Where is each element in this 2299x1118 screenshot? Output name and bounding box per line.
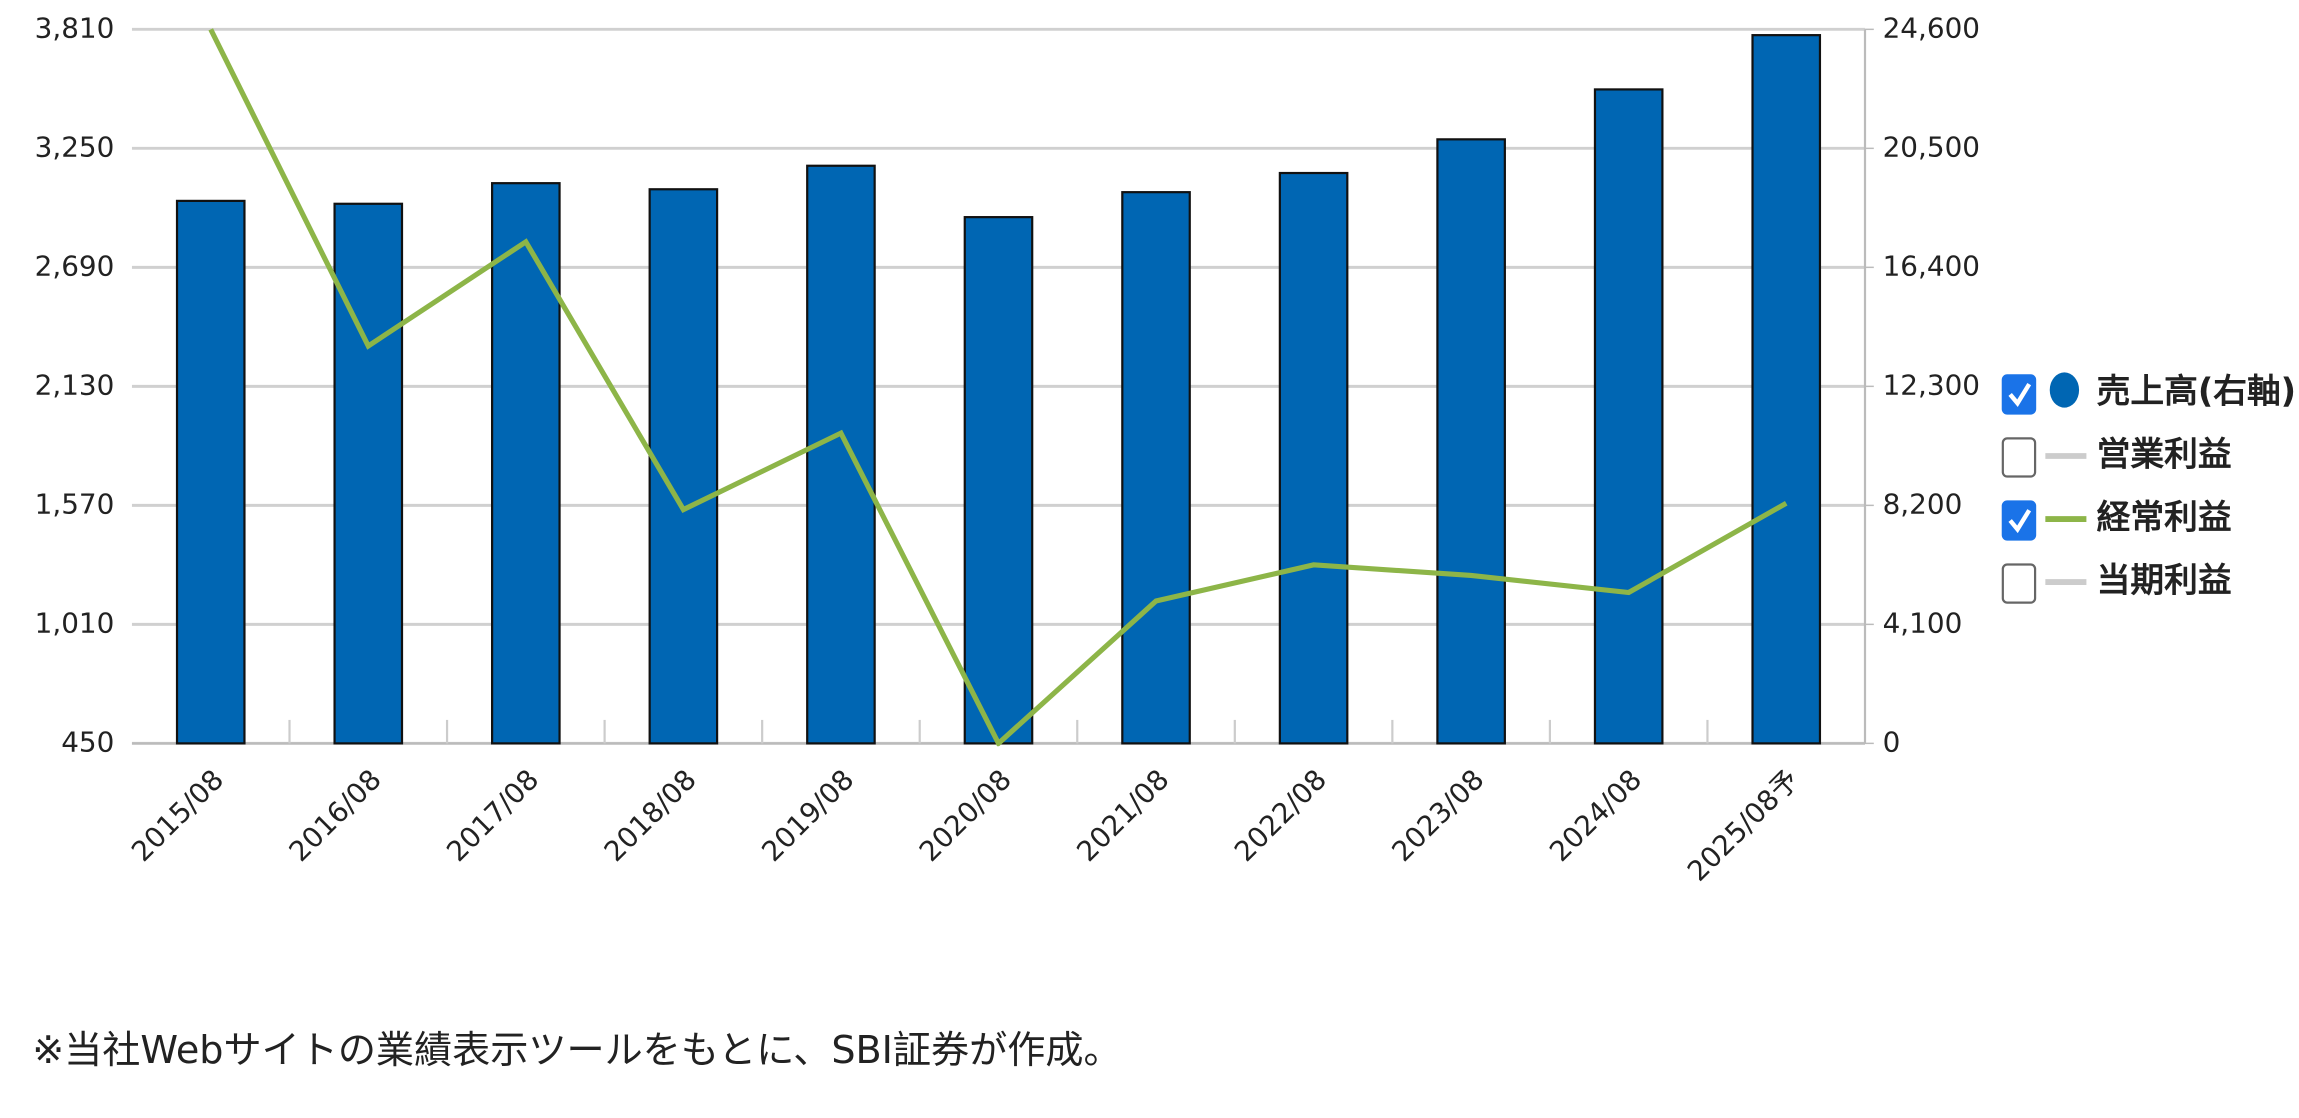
legend-label: 当期利益: [2097, 561, 2232, 600]
y-tick-label: 1,570: [35, 487, 115, 520]
x-tick-label: 2020/08: [913, 763, 1018, 868]
legend-checkbox: [2001, 563, 2037, 604]
footnote: ※当社Webサイトの業績表示ツールをもとに、SBI証券が作成。: [32, 1028, 1121, 1072]
bar: [648, 188, 719, 745]
x-tick-label: 2019/08: [755, 763, 860, 868]
legend-marker: [2049, 372, 2080, 408]
legend-checkbox: [2001, 374, 2037, 415]
y-tick-label: 3,250: [35, 130, 115, 163]
x-tick-label: 2022/08: [1228, 763, 1333, 868]
legend-label: 経常利益: [2097, 498, 2232, 537]
legend-check: [2008, 383, 2032, 407]
bar: [1121, 191, 1191, 745]
legend-label: 営業利益: [2097, 434, 2232, 473]
y2-tick-label: 4,100: [1883, 606, 1963, 639]
y2-tick-label: 0: [1883, 725, 1901, 758]
bar: [1593, 88, 1664, 745]
x-tick-label: 2016/08: [283, 763, 388, 868]
y-tick-label: 3,810: [35, 11, 115, 44]
bar: [175, 199, 246, 745]
y-tick-label: 450: [61, 725, 114, 758]
bar: [1751, 34, 1822, 745]
x-tick-label: 2021/08: [1070, 763, 1175, 868]
legend-check: [2008, 509, 2032, 534]
legend-checkbox: [2001, 437, 2037, 478]
bar: [333, 202, 404, 745]
bar: [1436, 138, 1506, 745]
y-tick-label: 1,010: [35, 606, 115, 639]
y2-tick-label: 12,300: [1883, 368, 1980, 401]
y2-tick-label: 24,600: [1883, 11, 1980, 44]
x-tick-label: 2018/08: [598, 763, 703, 868]
bar: [963, 216, 1034, 745]
y-tick-label: 2,690: [35, 249, 115, 282]
y2-tick-label: 8,200: [1883, 487, 1963, 520]
y2-tick-label: 20,500: [1883, 130, 1980, 163]
x-tick-label: 2024/08: [1543, 763, 1648, 868]
y-tick-label: 2,130: [35, 368, 115, 401]
bar: [806, 164, 876, 745]
x-tick-label: 2025/08予: [1681, 763, 1806, 888]
y2-tick-label: 16,400: [1883, 249, 1980, 282]
bar: [491, 182, 561, 745]
x-tick-label: 2023/08: [1385, 763, 1490, 868]
x-tick-label: 2017/08: [440, 763, 545, 868]
line: [208, 28, 1788, 747]
bar: [1278, 171, 1349, 745]
legend-checkbox: [2001, 500, 2037, 541]
x-tick-label: 2015/08: [125, 763, 230, 868]
legend-label: 売上高(右軸): [2097, 371, 2296, 410]
